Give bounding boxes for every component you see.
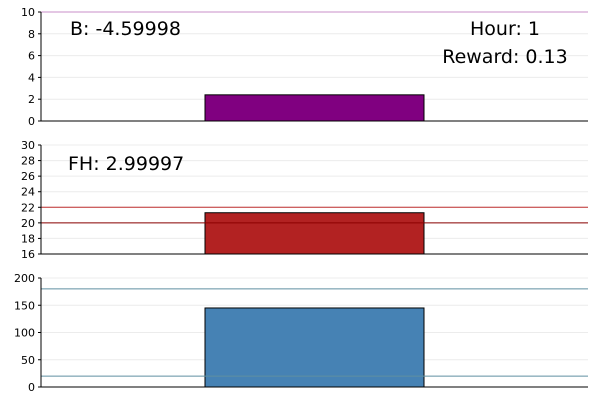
panel-0-annotation: B: -4.59998: [70, 18, 181, 40]
panel-0-ytick-label: 4: [28, 71, 35, 84]
panel-2-ytick-label: 0: [28, 381, 35, 394]
panel-1-ytick-label: 20: [21, 217, 35, 230]
panel-0-ytick-label: 2: [28, 93, 35, 106]
panel-0-annotation: Reward: 0.13: [442, 46, 568, 68]
panel-0-ytick-label: 8: [28, 28, 35, 41]
panel-2-ytick-label: 150: [14, 299, 35, 312]
panel-1-ytick-label: 22: [21, 201, 35, 214]
panel-2-bar: [204, 307, 425, 388]
panel-1-ytick-label: 18: [21, 232, 35, 245]
panel-2-ytick-label: 50: [21, 354, 35, 367]
panel-0-ytick-label: 6: [28, 50, 35, 63]
panel-2-ytick-label: 200: [14, 272, 35, 285]
panel-1-annotation: FH: 2.99997: [68, 153, 184, 175]
panel-0-annotation: Hour: 1: [470, 18, 540, 40]
panel-0-ytick-label: 0: [28, 115, 35, 128]
panel-1-ytick-label: 30: [21, 139, 35, 152]
panel-0-ytick-label: 10: [21, 6, 35, 19]
panel-1-ytick-label: 24: [21, 186, 35, 199]
panel-1-ytick-label: 28: [21, 155, 35, 168]
panel-1-bar: [204, 212, 425, 255]
panel-1-ytick-label: 16: [21, 248, 35, 261]
panel-1-ytick-label: 26: [21, 170, 35, 183]
panel-0-bar: [204, 94, 425, 122]
panel-2-ytick-label: 100: [14, 327, 35, 340]
